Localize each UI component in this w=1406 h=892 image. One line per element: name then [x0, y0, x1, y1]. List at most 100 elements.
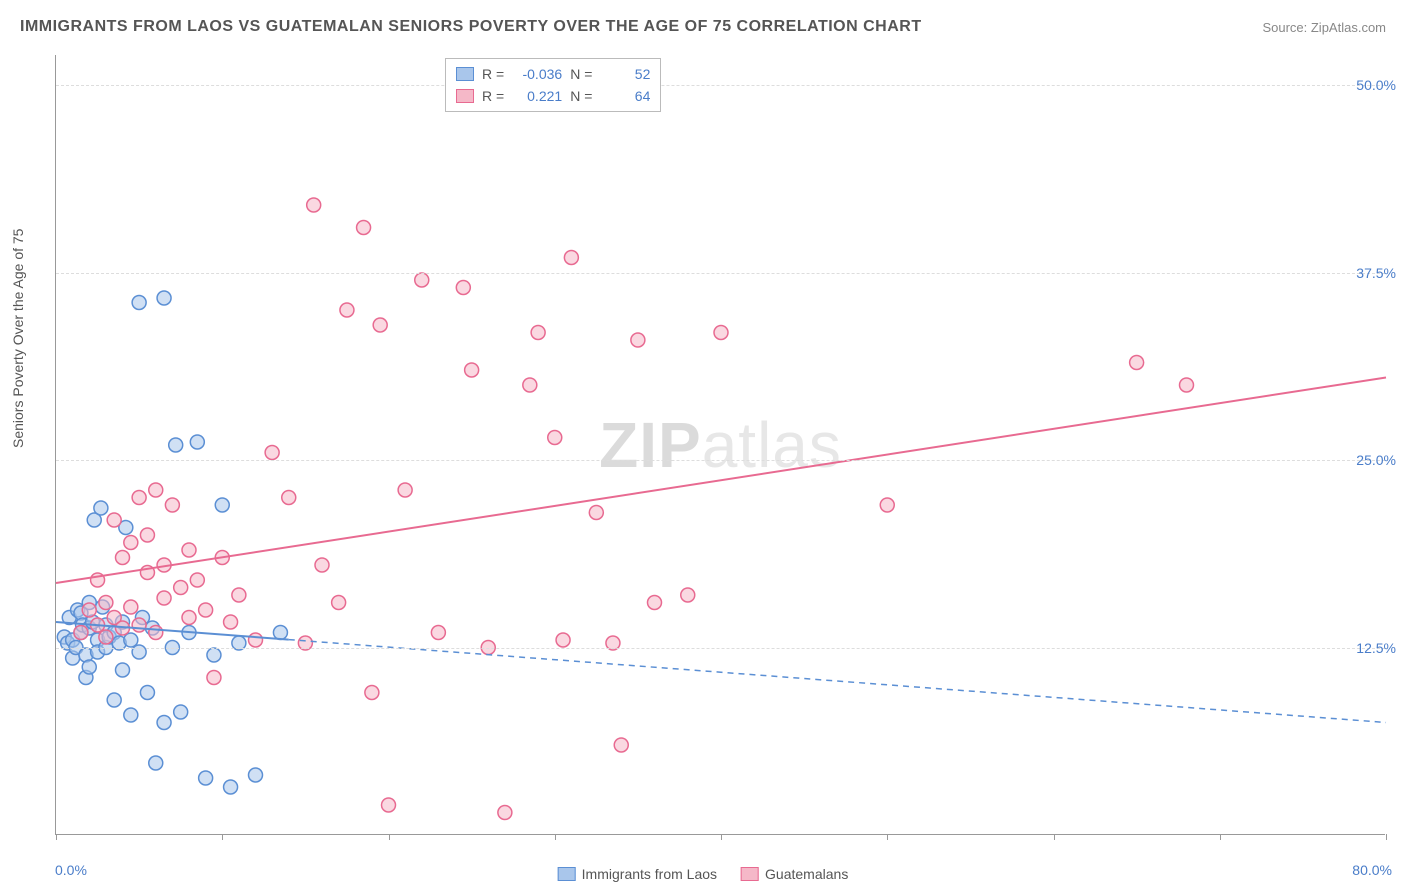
gridline-h	[56, 85, 1385, 86]
trend-line-dashed	[289, 640, 1386, 723]
scatter-point	[157, 591, 171, 605]
trend-line-solid	[56, 378, 1386, 584]
scatter-point	[124, 633, 138, 647]
scatter-point	[564, 251, 578, 265]
scatter-point	[132, 296, 146, 310]
scatter-point	[207, 671, 221, 685]
scatter-point	[1130, 356, 1144, 370]
x-tick	[721, 834, 722, 840]
gridline-h	[56, 460, 1385, 461]
scatter-point	[357, 221, 371, 235]
scatter-point	[199, 603, 213, 617]
scatter-point	[116, 663, 130, 677]
x-tick	[555, 834, 556, 840]
r-value-0: -0.036	[512, 63, 562, 85]
title-row: IMMIGRANTS FROM LAOS VS GUATEMALAN SENIO…	[20, 18, 1386, 36]
scatter-point	[332, 596, 346, 610]
scatter-point	[207, 648, 221, 662]
scatter-point	[249, 768, 263, 782]
scatter-point	[498, 806, 512, 820]
scatter-point	[190, 573, 204, 587]
scatter-point	[307, 198, 321, 212]
scatter-point	[315, 558, 329, 572]
legend-swatch-0	[558, 867, 576, 881]
scatter-point	[714, 326, 728, 340]
y-tick-label: 25.0%	[1356, 452, 1396, 468]
scatter-point	[273, 626, 287, 640]
chart-title: IMMIGRANTS FROM LAOS VS GUATEMALAN SENIO…	[20, 18, 922, 36]
r-label-1: R =	[482, 85, 504, 107]
scatter-point	[124, 536, 138, 550]
scatter-point	[157, 291, 171, 305]
scatter-point	[132, 491, 146, 505]
scatter-point	[94, 501, 108, 515]
n-value-0: 52	[600, 63, 650, 85]
x-tick	[887, 834, 888, 840]
chart-container: IMMIGRANTS FROM LAOS VS GUATEMALAN SENIO…	[0, 0, 1406, 892]
y-tick-label: 12.5%	[1356, 640, 1396, 656]
scatter-point	[340, 303, 354, 317]
scatter-point	[382, 798, 396, 812]
scatter-point	[1180, 378, 1194, 392]
scatter-point	[373, 318, 387, 332]
scatter-point	[107, 693, 121, 707]
scatter-point	[224, 780, 238, 794]
legend-label-0: Immigrants from Laos	[582, 866, 717, 882]
scatter-point	[124, 600, 138, 614]
scatter-point	[224, 615, 238, 629]
scatter-point	[681, 588, 695, 602]
scatter-point	[157, 716, 171, 730]
scatter-point	[182, 611, 196, 625]
scatter-point	[165, 498, 179, 512]
scatter-point	[465, 363, 479, 377]
bottom-legend: Immigrants from Laos Guatemalans	[558, 866, 849, 882]
stat-row-0: R = -0.036 N = 52	[456, 63, 650, 85]
scatter-point	[174, 581, 188, 595]
gridline-h	[56, 648, 1385, 649]
scatter-point	[398, 483, 412, 497]
scatter-point	[149, 756, 163, 770]
n-label-1: N =	[570, 85, 592, 107]
scatter-point	[199, 771, 213, 785]
x-tick	[389, 834, 390, 840]
scatter-point	[249, 633, 263, 647]
x-tick	[56, 834, 57, 840]
scatter-point	[631, 333, 645, 347]
scatter-point	[149, 483, 163, 497]
plot-area: ZIPatlas	[55, 55, 1385, 835]
n-label-0: N =	[570, 63, 592, 85]
scatter-point	[365, 686, 379, 700]
x-tick	[1054, 834, 1055, 840]
scatter-point	[431, 626, 445, 640]
n-value-1: 64	[600, 85, 650, 107]
scatter-point	[169, 438, 183, 452]
scatter-point	[99, 596, 113, 610]
scatter-point	[880, 498, 894, 512]
r-value-1: 0.221	[512, 85, 562, 107]
legend-label-1: Guatemalans	[765, 866, 848, 882]
y-axis-label: Seniors Poverty Over the Age of 75	[10, 229, 26, 448]
x-tick	[1386, 834, 1387, 840]
scatter-point	[556, 633, 570, 647]
scatter-point	[140, 686, 154, 700]
legend-item-0: Immigrants from Laos	[558, 866, 717, 882]
y-tick-label: 50.0%	[1356, 77, 1396, 93]
scatter-point	[523, 378, 537, 392]
scatter-point	[614, 738, 628, 752]
scatter-point	[140, 528, 154, 542]
scatter-point	[182, 543, 196, 557]
plot-svg	[56, 55, 1385, 834]
gridline-h	[56, 273, 1385, 274]
source-label: Source: ZipAtlas.com	[1262, 20, 1386, 35]
legend-item-1: Guatemalans	[741, 866, 848, 882]
scatter-point	[82, 603, 96, 617]
scatter-point	[265, 446, 279, 460]
stat-legend: R = -0.036 N = 52 R = 0.221 N = 64	[445, 58, 661, 112]
scatter-point	[82, 660, 96, 674]
scatter-point	[456, 281, 470, 295]
scatter-point	[174, 705, 188, 719]
scatter-point	[648, 596, 662, 610]
x-tick	[222, 834, 223, 840]
stat-row-1: R = 0.221 N = 64	[456, 85, 650, 107]
scatter-point	[190, 435, 204, 449]
